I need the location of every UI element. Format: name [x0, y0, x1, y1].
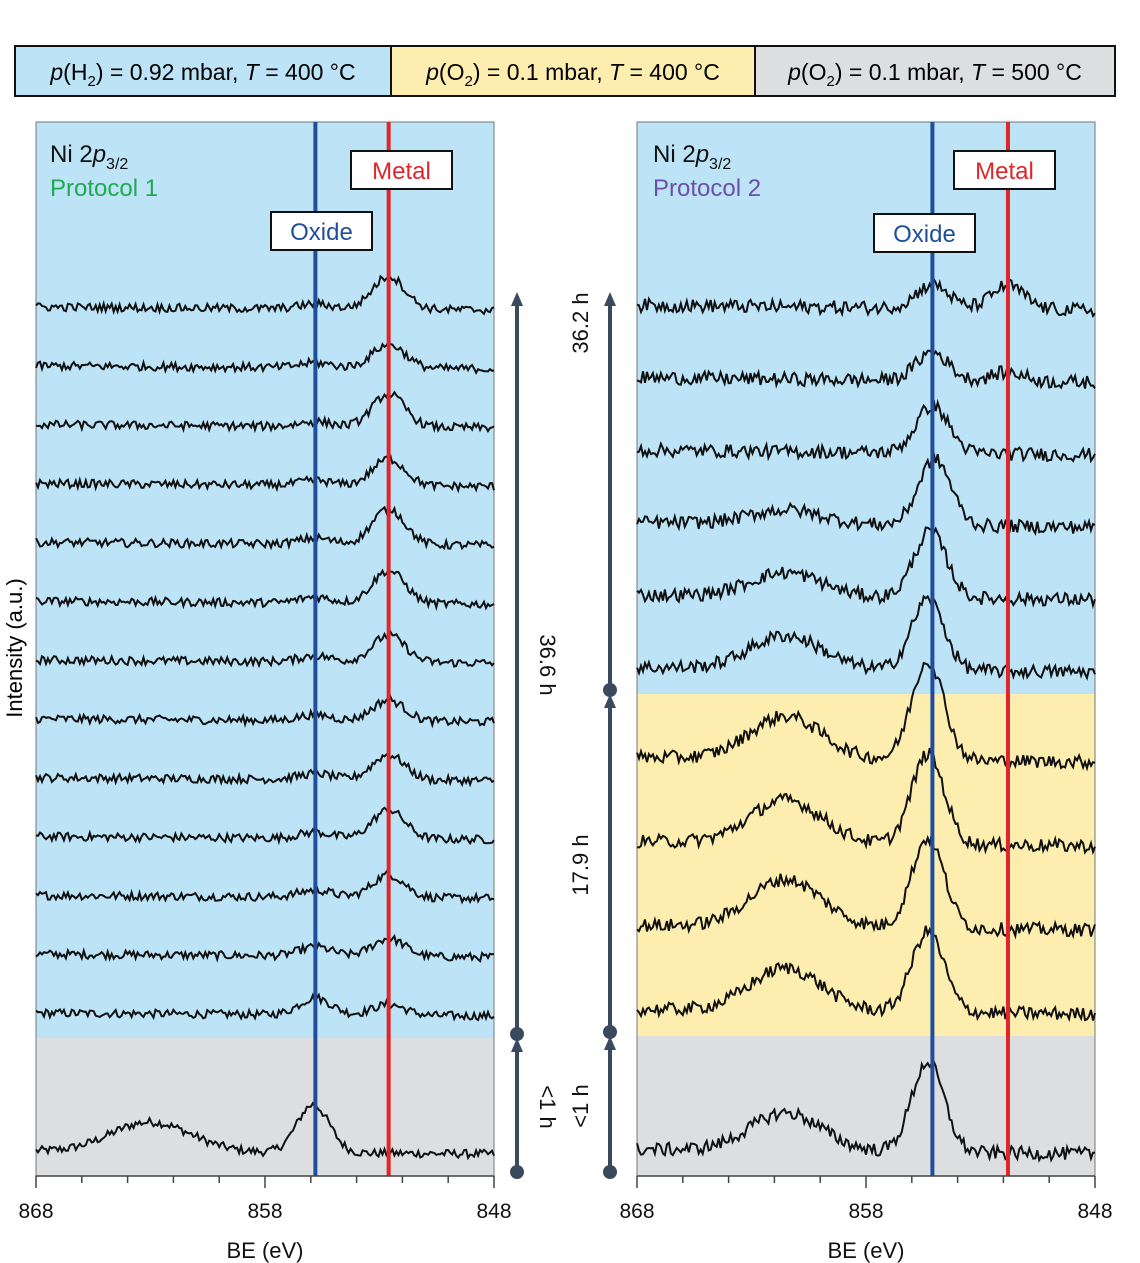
spectrum-line	[636, 526, 1096, 610]
time-label: 36.6 h	[535, 634, 560, 695]
spectrum-line	[636, 276, 1096, 319]
spectrum-line	[636, 449, 1096, 537]
spectrum-line	[35, 629, 495, 669]
segment-bg-h2	[36, 122, 494, 1038]
metal-label: Metal	[975, 158, 1034, 185]
spectrum-line	[636, 925, 1096, 1023]
x-tick-label: 858	[247, 1200, 282, 1223]
spectrum-line	[35, 753, 495, 788]
segment-bg-h2	[637, 122, 1095, 694]
time-arrow-head	[511, 292, 523, 306]
legend-h2-label: p(H2) = 0.92 mbar, T = 400 °C	[49, 59, 355, 90]
protocol-label: Protocol 1	[50, 175, 158, 202]
spectrum-line	[35, 806, 495, 846]
spectrum-line	[636, 398, 1096, 464]
time-arrow-dot	[510, 1165, 524, 1179]
time-label: <1 h	[535, 1085, 560, 1128]
oxide-label-box	[873, 213, 976, 253]
legend-o2-500-box	[754, 45, 1116, 97]
protocol-label: Protocol 2	[653, 175, 761, 202]
metal-label: Metal	[372, 158, 431, 185]
x-axis-label: BE (eV)	[226, 1238, 303, 1263]
time-arrow-head	[604, 292, 616, 306]
spectrum-line	[35, 567, 495, 612]
spectrum-line	[636, 349, 1096, 390]
spectrum-line	[35, 454, 495, 494]
legend-h2-box	[14, 45, 392, 97]
spectrum-line	[636, 834, 1096, 940]
spectrum-line	[636, 594, 1096, 681]
time-arrow-dot	[603, 683, 617, 697]
spectrum-line	[35, 1101, 495, 1161]
x-tick-label: 858	[848, 1200, 883, 1223]
spectrum-line	[35, 274, 495, 316]
spectrum-line	[636, 1059, 1096, 1163]
spectrum-line	[35, 992, 495, 1022]
x-axis-label: BE (eV)	[827, 1238, 904, 1263]
spectrum-line	[35, 933, 495, 963]
panel-title: Ni 2p3/2	[50, 141, 128, 173]
metal-label-box	[350, 150, 453, 190]
time-arrow-head	[604, 694, 616, 708]
segment-bg-o2_400	[637, 694, 1095, 1036]
spectrum-line	[35, 504, 495, 551]
time-arrow-dot	[510, 1027, 524, 1041]
time-arrow-head	[604, 1036, 616, 1050]
segment-bg-o2_500	[36, 1038, 494, 1176]
spectrum-line	[636, 747, 1096, 856]
metal-label-box	[953, 150, 1056, 190]
condition-legend: p(H2) = 0.92 mbar, T = 400 °C p(O2) = 0.…	[14, 45, 1116, 97]
legend-o2-400-label: p(O2) = 0.1 mbar, T = 400 °C	[425, 59, 720, 90]
legend-o2-400-box	[390, 45, 756, 97]
x-tick-label: 868	[619, 1200, 654, 1223]
spectrum-line	[35, 389, 495, 434]
time-arrow-head	[511, 1038, 523, 1052]
time-label: 36.2 h	[568, 292, 593, 353]
legend-o2-500-label: p(O2) = 0.1 mbar, T = 500 °C	[787, 59, 1082, 90]
y-axis-label: Intensity (a.u.)	[2, 578, 27, 717]
time-label: 17.9 h	[568, 834, 593, 895]
time-label: <1 h	[568, 1084, 593, 1127]
panel-title: Ni 2p3/2	[653, 141, 731, 173]
oxide-label: Oxide	[290, 219, 353, 246]
oxide-label: Oxide	[893, 221, 956, 248]
spectrum-line	[35, 694, 495, 729]
x-tick-label: 848	[476, 1200, 511, 1223]
time-arrow-dot	[603, 1025, 617, 1039]
x-tick-label: 868	[18, 1200, 53, 1223]
spectrum-line	[636, 661, 1096, 772]
spectrum-line	[35, 339, 495, 375]
x-tick-label: 848	[1077, 1200, 1112, 1223]
spectrum-line	[35, 869, 495, 905]
oxide-label-box	[270, 211, 373, 251]
time-arrow-dot	[603, 1165, 617, 1179]
